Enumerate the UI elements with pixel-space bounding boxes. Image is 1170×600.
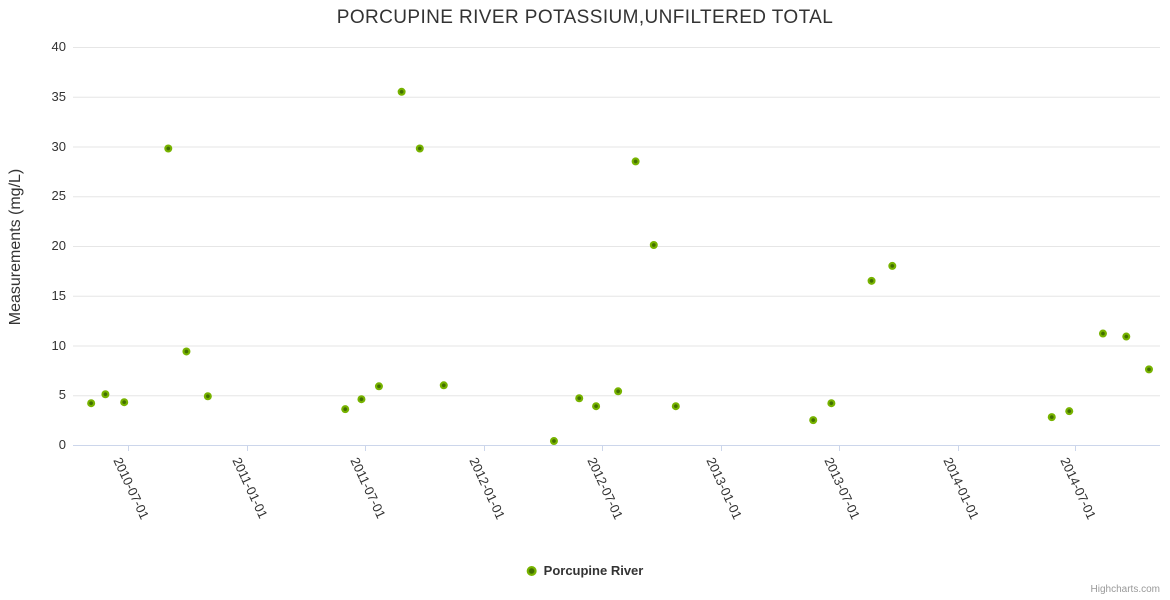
data-point[interactable] <box>120 398 129 407</box>
legend-marker-icon <box>526 565 537 576</box>
legend-item[interactable]: Porcupine River <box>526 563 644 578</box>
y-axis-label: 40 <box>51 39 66 54</box>
data-point[interactable] <box>203 392 212 401</box>
data-point[interactable] <box>1122 332 1131 341</box>
data-point[interactable] <box>374 382 383 391</box>
data-point[interactable] <box>1065 407 1074 416</box>
data-point[interactable] <box>809 416 818 425</box>
data-point[interactable] <box>631 157 640 166</box>
data-point[interactable] <box>415 144 424 153</box>
data-point[interactable] <box>164 144 173 153</box>
y-axis-label: 0 <box>58 437 66 452</box>
data-point[interactable] <box>888 261 897 270</box>
data-point[interactable] <box>101 390 110 399</box>
y-axis-label: 30 <box>51 138 66 154</box>
legend-series-name: Porcupine River <box>543 563 644 578</box>
data-point[interactable] <box>614 387 623 396</box>
y-axis-label: 25 <box>51 188 66 204</box>
data-point[interactable] <box>182 347 191 356</box>
y-axis-label: 10 <box>51 337 66 353</box>
y-axis-label: 35 <box>51 88 66 104</box>
highcharts-credit-link[interactable]: Highcharts.com <box>1090 584 1160 595</box>
data-point[interactable] <box>439 381 448 390</box>
data-point[interactable] <box>87 399 96 408</box>
data-point[interactable] <box>867 276 876 285</box>
chart-title: PORCUPINE RIVER POTASSIUM,UNFILTERED TOT… <box>336 7 834 28</box>
y-axis-label: 15 <box>51 287 66 303</box>
data-point[interactable] <box>575 394 584 403</box>
y-axis-label: 5 <box>58 387 66 403</box>
data-point[interactable] <box>341 405 350 414</box>
data-point[interactable] <box>1047 413 1056 422</box>
data-point[interactable] <box>397 87 406 96</box>
data-point[interactable] <box>357 395 366 404</box>
data-point[interactable] <box>1098 329 1107 338</box>
data-point[interactable] <box>671 402 680 411</box>
data-point[interactable] <box>549 437 558 446</box>
y-axis-label: 20 <box>51 238 66 253</box>
data-point[interactable] <box>827 399 836 408</box>
data-point[interactable] <box>1144 365 1153 374</box>
data-point[interactable] <box>649 241 658 250</box>
data-point[interactable] <box>592 402 601 411</box>
